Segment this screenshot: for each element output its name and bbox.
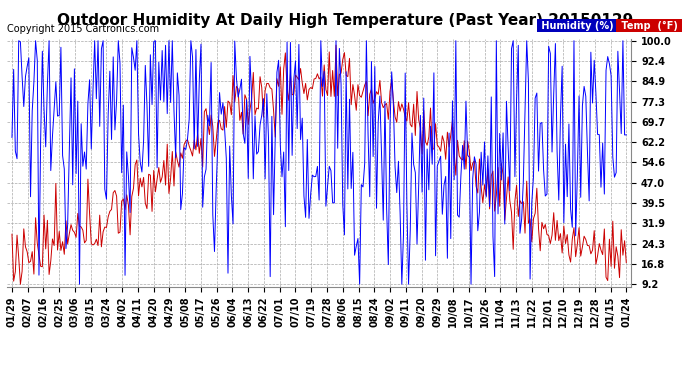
Text: Copyright 2015 Cartronics.com: Copyright 2015 Cartronics.com (7, 24, 159, 34)
Text: Humidity (%): Humidity (%) (538, 21, 617, 31)
Text: Outdoor Humidity At Daily High Temperature (Past Year) 20150129: Outdoor Humidity At Daily High Temperatu… (57, 13, 633, 28)
Text: Temp  (°F): Temp (°F) (618, 21, 681, 31)
